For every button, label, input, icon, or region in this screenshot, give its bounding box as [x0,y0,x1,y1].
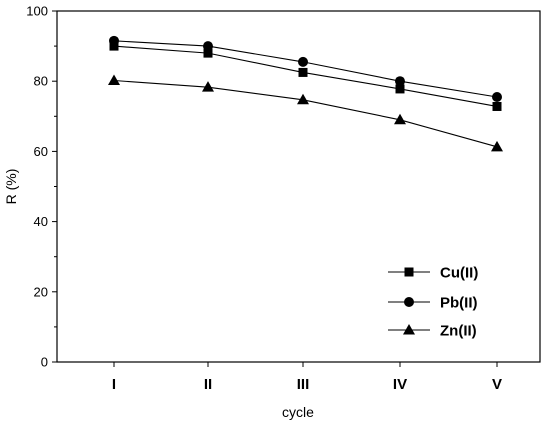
legend-label: Cu(II) [440,265,478,282]
series-0 [109,41,502,111]
x-tick-label: V [492,376,502,393]
series-layer [108,35,503,152]
x-tick-label: II [204,376,212,393]
legend-label: Pb(II) [440,295,478,312]
y-tick-label: 60 [34,144,48,159]
data-point [203,41,213,52]
series-2 [108,74,503,152]
y-tick-label: 100 [26,4,48,19]
series-line [113,79,498,148]
data-point [109,35,119,46]
data-point [202,81,214,92]
data-point [492,91,502,102]
y-tick-label: 20 [34,284,48,299]
data-point [394,113,406,125]
y-axis-title: R (%) [3,169,19,205]
legend-item: Cu(II) [388,265,478,282]
x-tick-label: I [112,376,116,393]
legend-item: Pb(II) [388,295,478,312]
x-tick-label: III [297,376,310,393]
data-point [109,41,119,51]
legend-label: Zn(II) [440,323,477,340]
legend-marker [404,267,414,277]
legend-item: Zn(II) [388,323,477,340]
legend-marker [404,297,414,307]
x-axis: I II III IV V [112,362,502,393]
data-point [298,56,308,67]
data-point [491,140,503,152]
y-tick-label: 0 [41,355,48,370]
y-axis: 0 20 40 60 80 100 [26,4,57,370]
series-1 [109,35,502,102]
x-axis-title: cycle [282,404,314,420]
data-point [297,93,309,105]
data-point [395,76,405,87]
data-point [395,84,405,94]
y-tick-label: 40 [34,214,48,229]
x-tick-label: IV [393,376,407,393]
data-point [203,48,213,58]
data-point [492,101,502,111]
y-tick-label: 80 [34,74,48,89]
data-point [298,67,308,77]
legend-marker [403,324,415,335]
data-point [108,74,120,85]
legend: Cu(II) Pb(II) Zn(II) [388,265,478,340]
